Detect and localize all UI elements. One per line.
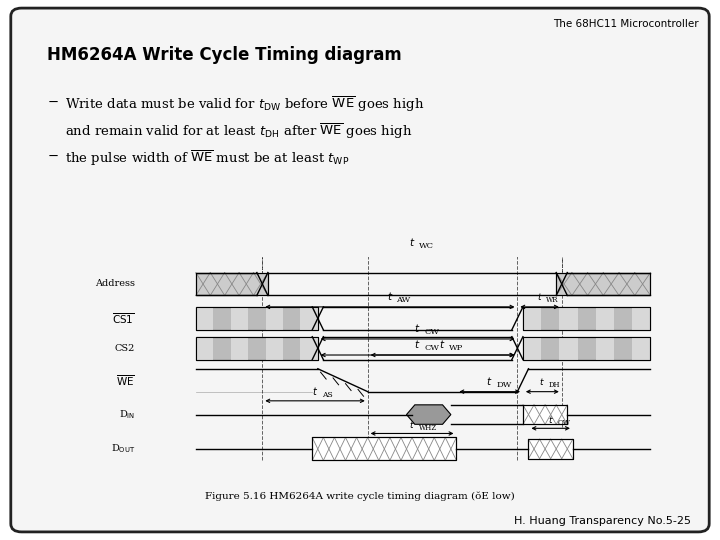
Text: $t$: $t$ <box>487 375 493 387</box>
Bar <box>196 307 213 330</box>
Text: $\overline{\rm CS1}$: $\overline{\rm CS1}$ <box>112 311 135 326</box>
Bar <box>596 336 614 360</box>
Text: D$_{\rm IN}$: D$_{\rm IN}$ <box>119 408 135 421</box>
Text: DW: DW <box>496 381 512 389</box>
Bar <box>523 336 650 360</box>
Text: $t$: $t$ <box>548 414 554 425</box>
Bar <box>523 336 650 360</box>
Text: OW: OW <box>557 418 570 427</box>
Bar <box>312 437 456 461</box>
Bar <box>230 307 248 330</box>
Text: $-$: $-$ <box>47 148 58 161</box>
Text: WHZ: WHZ <box>419 424 437 432</box>
Text: Address: Address <box>95 280 135 288</box>
Bar <box>300 336 318 360</box>
Text: CS2: CS2 <box>114 343 135 353</box>
Bar <box>557 273 650 295</box>
Text: $\overline{\rm WE}$: $\overline{\rm WE}$ <box>116 373 135 388</box>
Text: HM6264A Write Cycle Timing diagram: HM6264A Write Cycle Timing diagram <box>47 46 402 64</box>
Text: WP: WP <box>449 345 464 352</box>
Bar <box>196 273 268 295</box>
Bar <box>523 336 541 360</box>
Bar <box>523 405 567 424</box>
Bar <box>230 336 248 360</box>
Text: The 68HC11 Microcontroller: The 68HC11 Microcontroller <box>553 19 698 29</box>
Text: $t$: $t$ <box>415 322 420 334</box>
Text: CW: CW <box>424 328 439 336</box>
Text: $t$: $t$ <box>415 339 420 350</box>
Text: $-$: $-$ <box>47 94 58 107</box>
Bar <box>196 307 318 330</box>
Text: $t$: $t$ <box>387 291 393 302</box>
Bar <box>196 273 268 295</box>
Text: $t$: $t$ <box>409 237 415 248</box>
Bar <box>523 307 650 330</box>
Bar <box>528 439 573 458</box>
Bar <box>632 336 650 360</box>
Text: $t$: $t$ <box>539 376 545 387</box>
Text: AW: AW <box>397 296 411 304</box>
Bar <box>523 405 567 424</box>
Bar <box>300 307 318 330</box>
Bar <box>196 336 318 360</box>
Text: WC: WC <box>419 242 433 251</box>
Bar <box>312 437 456 461</box>
Text: Figure 5.16 HM6264A write cycle timing diagram (ŏE low): Figure 5.16 HM6264A write cycle timing d… <box>205 491 515 501</box>
Bar <box>523 307 541 330</box>
Polygon shape <box>407 405 451 424</box>
Bar <box>528 439 573 458</box>
Bar <box>557 273 650 295</box>
Bar <box>196 307 318 330</box>
Text: DH: DH <box>549 381 560 389</box>
Text: $t$: $t$ <box>312 386 318 397</box>
Text: CW: CW <box>424 345 439 352</box>
Bar <box>266 307 283 330</box>
Text: Write data must be valid for $t_{\rm DW}$ before $\overline{\rm WE}$ goes high: Write data must be valid for $t_{\rm DW}… <box>65 94 424 114</box>
Bar <box>559 336 577 360</box>
Text: $t$: $t$ <box>536 291 542 302</box>
Text: H. Huang Transparency No.5-25: H. Huang Transparency No.5-25 <box>514 516 691 526</box>
Text: $t$: $t$ <box>439 339 446 350</box>
Text: D$_{\rm OUT}$: D$_{\rm OUT}$ <box>110 443 135 455</box>
Text: WR: WR <box>546 296 559 304</box>
Bar <box>196 336 213 360</box>
Bar <box>196 336 318 360</box>
Bar <box>632 307 650 330</box>
Text: AS: AS <box>322 391 333 399</box>
Bar <box>596 307 614 330</box>
Bar <box>523 307 650 330</box>
Bar <box>559 307 577 330</box>
Text: the pulse width of $\overline{\rm WE}$ must be at least $t_{\rm WP}$: the pulse width of $\overline{\rm WE}$ m… <box>65 148 349 168</box>
Text: $t$: $t$ <box>409 419 415 430</box>
Text: and remain valid for at least $t_{\rm DH}$ after $\overline{\rm WE}$ goes high: and remain valid for at least $t_{\rm DH… <box>65 122 412 141</box>
Bar <box>266 336 283 360</box>
